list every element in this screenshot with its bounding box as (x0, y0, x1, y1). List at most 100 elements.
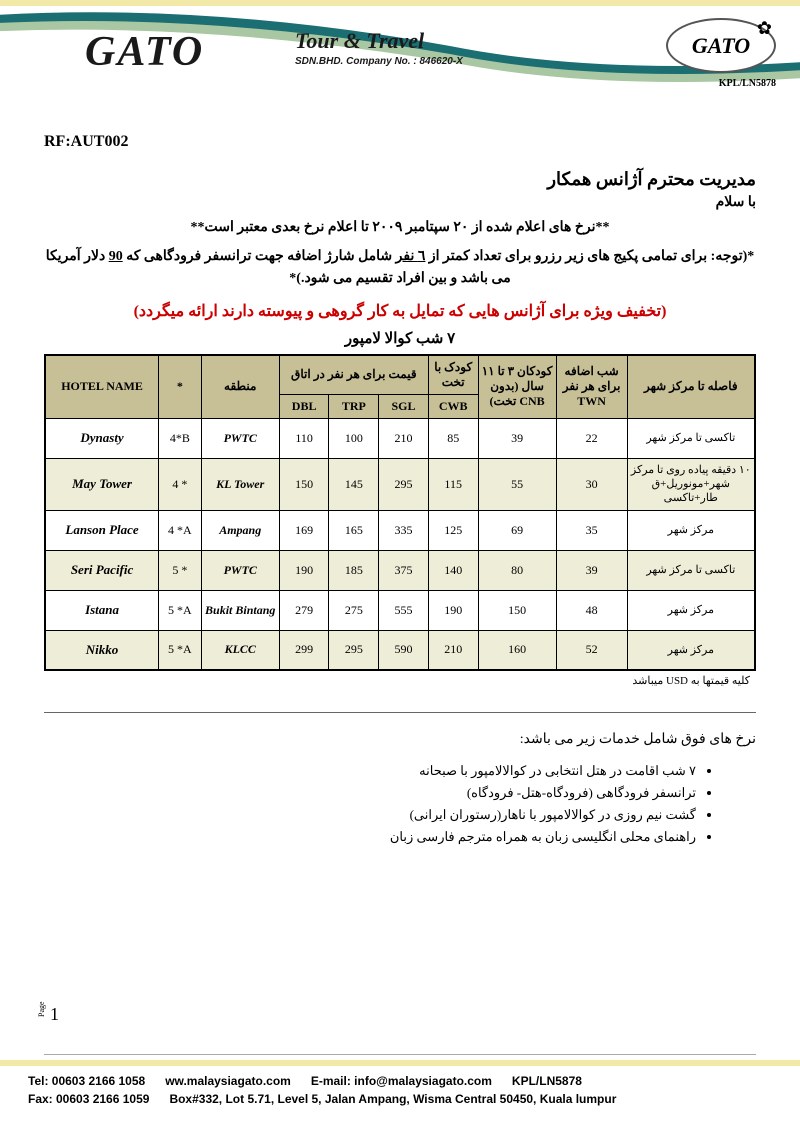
notice-mid: شامل شارژ اضافه جهت ترانسفر فرودگاهی که (123, 249, 396, 264)
footer: Tel: 00603 2166 1058 ww.malaysiagato.com… (0, 1060, 800, 1135)
cell-cwb: 210 (428, 630, 478, 670)
cell-dbl: 110 (279, 418, 329, 458)
cell-star: 5 * (159, 550, 202, 590)
footer-kpl: KPL/LN5878 (512, 1072, 582, 1090)
col-area: منطقه (201, 355, 279, 419)
cell-sgl: 210 (379, 418, 429, 458)
cell-area: PWTC (201, 550, 279, 590)
page-number: 1 (50, 1004, 59, 1025)
table-row: May Tower4 *KL Tower1501452951155530۱۰ د… (45, 458, 755, 510)
cell-area: PWTC (201, 418, 279, 458)
footer-divider (44, 1054, 756, 1055)
cell-cwb: 125 (428, 510, 478, 550)
cell-dbl: 190 (279, 550, 329, 590)
cell-hotel: Dynasty (45, 418, 159, 458)
col-dbl: DBL (279, 394, 329, 418)
cell-sgl: 335 (379, 510, 429, 550)
cell-hotel: May Tower (45, 458, 159, 510)
cell-cwb: 115 (428, 458, 478, 510)
col-sgl: SGL (379, 394, 429, 418)
cell-trp: 145 (329, 458, 379, 510)
cell-trp: 295 (329, 630, 379, 670)
salam: با سلام (44, 194, 756, 211)
cell-twn: 35 (556, 510, 627, 550)
notice-dollar: 90 (109, 249, 123, 264)
col-cwb-group: کودک با تخت (428, 355, 478, 395)
table-row: Seri Pacific5 *PWTC1901853751408039تاکسی… (45, 550, 755, 590)
cell-twn: 39 (556, 550, 627, 590)
page-label: Page (37, 1001, 46, 1017)
cell-dbl: 169 (279, 510, 329, 550)
col-star: * (159, 355, 202, 419)
notice-persons: ٦ نفر (396, 249, 426, 264)
footer-tel: Tel: 00603 2166 1058 (28, 1072, 145, 1090)
cell-dbl: 150 (279, 458, 329, 510)
cell-area: KLCC (201, 630, 279, 670)
greeting-block: مدیریت محترم آژانس همکار با سلام (44, 169, 756, 211)
cell-cwb: 140 (428, 550, 478, 590)
cell-distance: ۱۰ دقیقه پیاده روی تا مرکز شهر+مونوریل+ق… (627, 458, 755, 510)
cell-sgl: 375 (379, 550, 429, 590)
col-twn: شب اضافه برای هر نفر TWN (556, 355, 627, 419)
cell-area: Ampang (201, 510, 279, 550)
service-item: ترانسفر فرودگاهی (فرودگاه-هتل- فرودگاه) (44, 782, 696, 804)
col-cwb: CWB (428, 394, 478, 418)
header: GATO Tour & Travel SDN.BHD. Company No. … (0, 0, 800, 105)
cell-trp: 275 (329, 590, 379, 630)
cell-twn: 52 (556, 630, 627, 670)
table-row: Lanson Place4 *AAmpang1691653351256935مر… (45, 510, 755, 550)
footer-web: ww.malaysiagato.com (165, 1072, 291, 1090)
cell-hotel: Seri Pacific (45, 550, 159, 590)
oval-badge-text: GATO (692, 33, 750, 59)
service-item: گشت نیم روزی در کوالالامپور با ناهار(رست… (44, 804, 696, 826)
cell-sgl: 590 (379, 630, 429, 670)
surcharge-notice: *(توجه: برای تمامی پکیج های زیر رزرو برا… (44, 246, 756, 291)
cell-hotel: Lanson Place (45, 510, 159, 550)
col-distance: فاصله تا مرکز شهر (627, 355, 755, 419)
cell-twn: 22 (556, 418, 627, 458)
pricing-table: HOTEL NAME * منطقه قیمت برای هر نفر در ا… (44, 354, 756, 671)
cell-hotel: Istana (45, 590, 159, 630)
cell-twn: 48 (556, 590, 627, 630)
cell-sgl: 295 (379, 458, 429, 510)
footer-fax: Fax: 00603 2166 1059 (28, 1090, 149, 1108)
brand-tagline: Tour & Travel (295, 28, 424, 54)
cell-cnb: 150 (478, 590, 556, 630)
col-trp: TRP (329, 394, 379, 418)
col-hotel: HOTEL NAME (45, 355, 159, 419)
cell-star: 4 *A (159, 510, 202, 550)
footer-address: Box#332, Lot 5.71, Level 5, Jalan Ampang… (169, 1090, 616, 1108)
col-price-group: قیمت برای هر نفر در اتاق (279, 355, 428, 395)
table-body: Dynasty4*BPWTC110100210853922تاکسی تا مر… (45, 418, 755, 670)
cell-distance: تاکسی تا مرکز شهر (627, 550, 755, 590)
cell-star: 5 *A (159, 590, 202, 630)
cell-dbl: 299 (279, 630, 329, 670)
table-row: Istana5 *ABukit Bintang27927555519015048… (45, 590, 755, 630)
reference-code: RF:AUT002 (44, 133, 756, 151)
cell-cnb: 69 (478, 510, 556, 550)
cell-distance: مرکز شهر (627, 510, 755, 550)
flower-icon: ✿ (757, 18, 772, 39)
cell-area: KL Tower (201, 458, 279, 510)
cell-sgl: 555 (379, 590, 429, 630)
cell-distance: تاکسی تا مرکز شهر (627, 418, 755, 458)
usd-note: کلیه قیمتها به USD میباشد (44, 674, 750, 687)
cell-cnb: 160 (478, 630, 556, 670)
brand-name: GATO (85, 29, 204, 75)
table-row: Dynasty4*BPWTC110100210853922تاکسی تا مر… (45, 418, 755, 458)
brand-logo-text: GATO (85, 28, 204, 76)
col-cnb: کودکان ۳ تا ۱۱ سال (بدون تخت) CNB (478, 355, 556, 419)
services-heading: نرخ های فوق شامل خدمات زیر می باشد: (44, 712, 756, 748)
footer-email: E-mail: info@malaysiagato.com (311, 1072, 492, 1090)
discount-line: (تخفیف ویژه برای آژانس هایی که تمایل به … (44, 301, 756, 321)
content: RF:AUT002 مدیریت محترم آژانس همکار با سل… (0, 105, 800, 849)
services-list: ٧ شب اقامت در هتل انتخابی در کوالالامپور… (44, 760, 756, 848)
service-item: راهنمای محلی انگلیسی زبان به همراه مترجم… (44, 826, 696, 848)
cell-hotel: Nikko (45, 630, 159, 670)
cell-area: Bukit Bintang (201, 590, 279, 630)
cell-dbl: 279 (279, 590, 329, 630)
cell-twn: 30 (556, 458, 627, 510)
cell-distance: مرکز شهر (627, 590, 755, 630)
cell-cnb: 55 (478, 458, 556, 510)
cell-cnb: 80 (478, 550, 556, 590)
